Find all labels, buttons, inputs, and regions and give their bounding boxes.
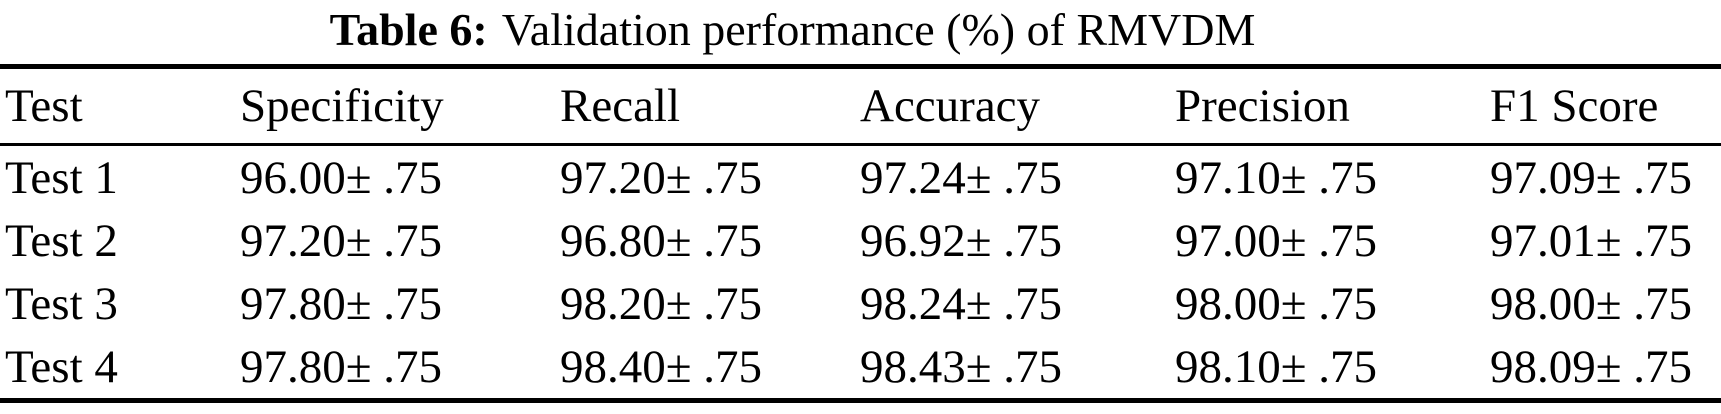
- cell-accuracy: 98.24± .75: [860, 277, 1063, 330]
- table-row: Test 4 97.80± .75 98.40± .75 98.43± .75 …: [0, 335, 1721, 401]
- cell-recall: 98.40± .75: [560, 340, 763, 393]
- cell-precision: 98.10± .75: [1175, 340, 1378, 393]
- cell-recall: 96.80± .75: [560, 214, 763, 267]
- cell-specificity: 97.20± .75: [240, 214, 443, 267]
- cell-recall: 98.20± .75: [560, 277, 763, 330]
- cell-precision: 97.10± .75: [1175, 151, 1378, 204]
- table-caption: Table 6: Validation performance (%) of RM…: [0, 2, 1653, 64]
- column-header-specificity: Specificity: [235, 66, 555, 146]
- column-header-f1-score: F1 Score: [1485, 66, 1721, 146]
- cell-test-label: Test 2: [5, 214, 118, 267]
- cell-accuracy: 98.43± .75: [860, 340, 1063, 393]
- cell-precision: 98.00± .75: [1175, 277, 1378, 330]
- cell-f1-score: 98.00± .75: [1490, 277, 1693, 330]
- table-row: Test 3 97.80± .75 98.20± .75 98.24± .75 …: [0, 272, 1721, 335]
- table-caption-number: Table 6:: [329, 4, 488, 55]
- cell-precision: 97.00± .75: [1175, 214, 1378, 267]
- cell-recall: 97.20± .75: [560, 151, 763, 204]
- cell-f1-score: 97.01± .75: [1490, 214, 1693, 267]
- cell-accuracy: 97.24± .75: [860, 151, 1063, 204]
- table-row: Test 1 96.00± .75 97.20± .75 97.24± .75 …: [0, 145, 1721, 210]
- cell-f1-score: 98.09± .75: [1490, 340, 1693, 393]
- column-header-recall: Recall: [555, 66, 855, 146]
- column-header-test: Test: [0, 66, 235, 146]
- column-header-precision: Precision: [1170, 66, 1485, 146]
- table-header-row: Test Specificity Recall Accuracy Precisi…: [0, 66, 1721, 146]
- column-header-accuracy: Accuracy: [855, 66, 1170, 146]
- cell-test-label: Test 1: [5, 151, 118, 204]
- results-table: Test Specificity Recall Accuracy Precisi…: [0, 64, 1721, 403]
- cell-f1-score: 97.09± .75: [1490, 151, 1693, 204]
- cell-accuracy: 96.92± .75: [860, 214, 1063, 267]
- cell-specificity: 97.80± .75: [240, 277, 443, 330]
- cell-test-label: Test 3: [5, 277, 118, 330]
- cell-test-label: Test 4: [5, 340, 118, 393]
- table-row: Test 2 97.20± .75 96.80± .75 96.92± .75 …: [0, 209, 1721, 272]
- cell-specificity: 96.00± .75: [240, 151, 443, 204]
- cell-specificity: 97.80± .75: [240, 340, 443, 393]
- table-caption-text: Validation performance (%) of RMVDM: [501, 4, 1256, 55]
